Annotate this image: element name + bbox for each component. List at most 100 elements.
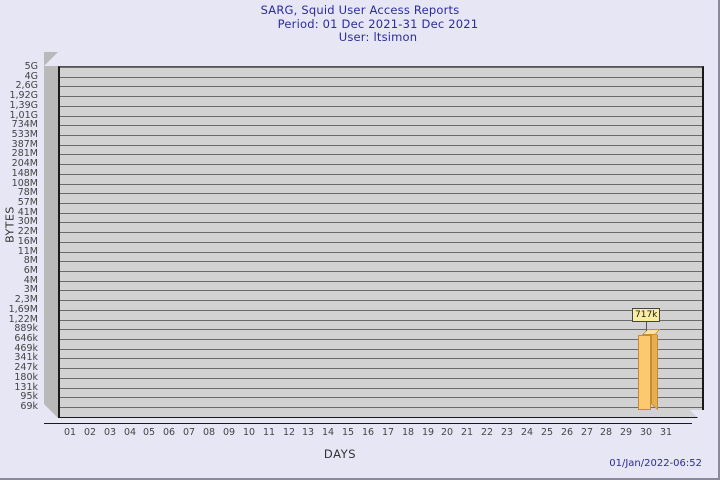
y-axis-tick-label: 95k [20, 391, 38, 403]
y-axis-tick-label: 1,69M [8, 303, 38, 315]
x-axis-tick-label: 24 [520, 427, 534, 438]
gridline [60, 135, 702, 136]
y-axis-tick-label: 1,01G [9, 109, 38, 121]
x-axis-tick-label: 01 [63, 427, 77, 438]
x-axis-tick-label: 18 [401, 427, 415, 438]
gridline [60, 281, 702, 282]
x-axis-labels: 01 02 03 04 05 06 07 08 09 10 11 12 13 14 15 16 17 18 19 20… [0, 424, 720, 442]
y-axis-tick-label: 2,3M [14, 294, 38, 306]
gridline [60, 184, 702, 185]
x-axis-tick-label: 03 [103, 427, 117, 438]
x-axis-tick-label: 29 [619, 427, 633, 438]
gridline [60, 193, 702, 194]
plot-floor-edge [44, 423, 692, 424]
gridline [60, 378, 702, 379]
plot-frame [44, 52, 706, 424]
gridline [60, 145, 702, 146]
report-period: Period: 01 Dec 2021-31 Dec 2021 [277, 16, 479, 31]
gridline [60, 271, 702, 272]
gridline [60, 349, 702, 350]
y-axis-tick-label: 247k [14, 362, 38, 374]
plot-panel [58, 66, 704, 418]
gridline [60, 252, 702, 253]
y-axis-tick-label: 204M [11, 158, 38, 170]
y-axis-tick-label: 3M [23, 284, 38, 296]
gridline [60, 116, 702, 117]
y-axis-tick-label: 41M [17, 206, 38, 218]
x-axis-tick-label: 08 [202, 427, 216, 438]
gridline [60, 67, 702, 68]
y-axis-tick-label: 57M [17, 197, 38, 208]
gridline [60, 290, 702, 291]
x-axis-tick-label: 25 [540, 427, 554, 438]
plot-floor-right-bevel [690, 410, 704, 424]
report-user: User: ltsimon [338, 30, 418, 44]
y-axis-tick-label: 180k [14, 371, 38, 383]
gridline [60, 388, 702, 389]
page-title: SARG, Squid User Access Reports [260, 3, 460, 17]
x-axis-tick-label: 13 [301, 427, 315, 438]
gridline [60, 203, 702, 204]
x-axis-tick-label: 23 [500, 427, 514, 438]
x-axis-tick-label: 15 [341, 427, 355, 438]
y-axis-tick-label: 16M [17, 235, 38, 247]
x-axis-tick-label: 20 [440, 427, 454, 438]
y-axis-tick-label: 69k [20, 401, 38, 412]
x-axis-tick-label: 09 [222, 427, 236, 438]
y-axis-tick-label: 4G [24, 70, 38, 82]
x-axis-tick-label: 21 [460, 427, 474, 438]
y-axis-tick-label: 2,6G [15, 80, 38, 92]
x-axis-tick-label: 28 [599, 427, 613, 438]
y-axis-tick-label: 1,39G [9, 99, 38, 111]
gridline [60, 86, 702, 87]
x-axis-tick-label: 26 [560, 427, 574, 438]
y-axis-tick-label: 1,22M [8, 313, 38, 325]
y-axis-tick-label: 108M [11, 177, 38, 189]
x-axis-tick-label: 30 [639, 427, 653, 438]
y-axis-tick-label: 30M [17, 216, 38, 228]
y-axis-tick-label: 734M [11, 119, 38, 131]
gridline [60, 77, 702, 78]
y-axis-tick-label: 889k [14, 323, 38, 335]
y-axis-tick-label: 281M [11, 148, 38, 160]
gridline [60, 300, 702, 301]
plot-left-wall [44, 52, 58, 418]
gridline [60, 358, 702, 359]
plot-floor [44, 410, 704, 424]
y-axis-tick-label: 533M [11, 129, 38, 140]
x-axis-tick-label: 04 [123, 427, 137, 438]
gridline [60, 242, 702, 243]
y-axis-tick-label: 469k [14, 342, 38, 354]
gridline [60, 213, 702, 214]
chart-bar-label-stem [646, 321, 647, 331]
gridline [60, 368, 702, 369]
gridline [60, 222, 702, 223]
x-axis-tick-label: 27 [580, 427, 594, 438]
gridline [60, 261, 702, 262]
gridline [60, 154, 702, 155]
gridline [60, 125, 702, 126]
x-axis-tick-label: 05 [142, 427, 156, 438]
x-axis-tick-label: 16 [361, 427, 375, 438]
generation-timestamp: 01/Jan/2022-06:52 [609, 458, 702, 469]
y-axis-labels: 5G 4G 2,6G 1,92G 1,39G 1,01G 734M 533M 387M 281M 2… [0, 52, 42, 432]
y-axis-tick-label: 341k [14, 352, 38, 364]
x-axis-tick-label: 31 [659, 427, 673, 438]
x-axis-tick-label: 10 [242, 427, 256, 438]
y-axis-tick-label: 78M [17, 187, 38, 199]
gridline [60, 320, 702, 321]
y-axis-tick-label: 646k [14, 333, 38, 344]
y-axis-tick-label: 148M [11, 167, 38, 179]
x-axis-tick-label: 14 [321, 427, 335, 438]
gridline [60, 397, 702, 398]
gridline [60, 106, 702, 107]
gridline [60, 96, 702, 97]
gridline [60, 407, 702, 408]
plot-left-wall-top-bevel [44, 52, 58, 66]
chart-title-block: SARG, Squid User Access Reports Period: … [0, 3, 720, 45]
gridline [60, 329, 702, 330]
y-axis-tick-label: 1,92G [9, 90, 38, 102]
y-axis-tick-label: 8M [23, 255, 38, 267]
x-axis-tick-label: 11 [262, 427, 276, 438]
